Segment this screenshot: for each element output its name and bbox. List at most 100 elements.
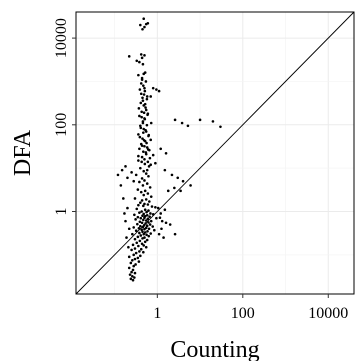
data-point — [141, 121, 145, 125]
data-point — [147, 227, 151, 231]
data-point — [147, 234, 151, 238]
x-axis-title: Counting — [170, 337, 259, 361]
data-point — [145, 123, 149, 127]
data-point — [133, 271, 137, 275]
data-point — [127, 245, 130, 249]
data-point — [137, 154, 140, 158]
data-point — [137, 73, 140, 77]
data-point — [176, 176, 180, 180]
data-point — [145, 182, 149, 185]
data-point — [143, 208, 147, 212]
data-point — [133, 197, 137, 200]
data-point — [168, 223, 172, 226]
data-point — [139, 224, 142, 228]
data-point — [141, 225, 145, 229]
x-tick-label: 10000 — [308, 305, 348, 322]
data-point — [140, 144, 144, 147]
data-point — [143, 25, 146, 29]
data-point — [132, 253, 135, 257]
data-point — [128, 273, 132, 276]
data-point — [137, 159, 140, 162]
data-point — [143, 179, 146, 182]
data-point — [138, 211, 141, 214]
data-point — [144, 80, 148, 83]
data-point — [127, 255, 131, 259]
data-point — [158, 216, 162, 219]
data-point — [134, 229, 138, 233]
data-point — [132, 226, 135, 229]
data-point — [164, 221, 168, 225]
data-point — [127, 227, 131, 231]
data-point — [141, 214, 144, 217]
data-point — [145, 224, 149, 228]
data-point — [131, 278, 135, 282]
data-point — [140, 115, 143, 119]
data-point — [139, 92, 143, 96]
data-point — [141, 99, 145, 102]
y-axis-title: DFA — [10, 129, 36, 176]
data-point — [143, 240, 147, 244]
data-point — [127, 55, 131, 58]
data-point — [124, 219, 127, 223]
data-point — [137, 226, 141, 230]
data-point — [138, 231, 141, 235]
data-point — [144, 222, 147, 225]
data-point — [151, 225, 155, 228]
data-point — [141, 237, 144, 240]
data-point — [151, 153, 155, 157]
data-point — [143, 189, 147, 193]
data-point — [139, 126, 143, 130]
data-point — [142, 204, 145, 208]
data-point — [133, 237, 137, 241]
data-point — [149, 95, 153, 98]
data-point — [162, 236, 165, 239]
data-point — [116, 173, 120, 177]
data-point — [138, 239, 142, 243]
data-points — [116, 17, 222, 282]
data-point — [146, 229, 149, 233]
data-point — [147, 165, 151, 168]
data-point — [164, 152, 168, 155]
data-point — [149, 219, 153, 223]
data-point — [143, 54, 146, 57]
data-point — [157, 89, 161, 93]
data-point — [142, 232, 146, 236]
data-point — [141, 27, 144, 31]
data-point — [124, 165, 127, 168]
data-point — [130, 270, 133, 274]
data-point — [145, 238, 149, 242]
data-point — [142, 93, 146, 96]
data-point — [160, 219, 164, 223]
data-point — [142, 17, 146, 21]
data-point — [144, 198, 148, 201]
data-point — [144, 108, 148, 112]
x-tick-label: 1 — [153, 305, 161, 322]
data-point — [149, 121, 153, 125]
data-point — [123, 212, 126, 215]
data-point — [135, 207, 139, 211]
data-point — [131, 268, 135, 272]
y-tick-label: 100 — [53, 113, 70, 137]
data-point — [140, 177, 144, 180]
data-point — [133, 247, 137, 250]
data-point — [144, 172, 148, 175]
data-point — [136, 215, 140, 219]
data-point — [148, 186, 152, 189]
data-point — [143, 144, 146, 148]
data-point — [130, 248, 133, 252]
y-tick-label: 1 — [53, 208, 70, 216]
data-point — [146, 203, 150, 206]
data-point — [143, 158, 146, 161]
data-point — [129, 277, 133, 281]
data-point — [148, 200, 151, 203]
data-point — [145, 97, 149, 101]
data-point — [147, 174, 150, 178]
data-point — [142, 111, 146, 115]
data-point — [126, 206, 129, 210]
data-point — [136, 188, 140, 191]
data-point — [142, 218, 145, 222]
data-point — [137, 107, 141, 110]
data-point — [146, 217, 150, 221]
x-axis-ticks: 1 100 10000 — [153, 294, 348, 322]
data-point — [134, 251, 138, 255]
